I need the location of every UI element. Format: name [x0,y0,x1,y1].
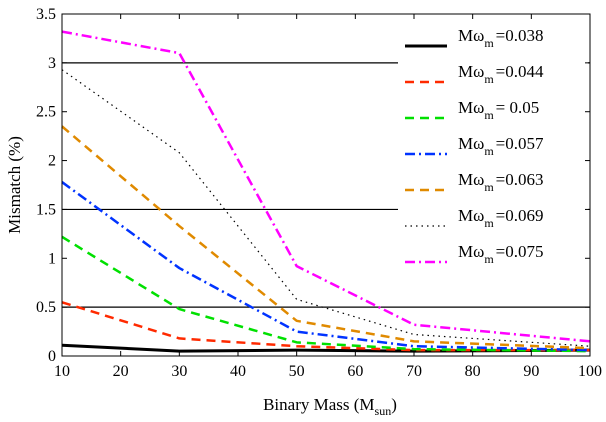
x-tick-label: 30 [171,363,187,380]
legend-label: Mωm =0.038 [458,26,544,50]
legend: Mωm =0.038 Mωm =0.044 Mωm = 0.05 Mωm =0.057 Mωm =… [398,16,588,272]
series-line [61,181,591,352]
series-layer [61,30,591,353]
y-tick-label: 1.5 [36,201,56,218]
legend-label: Mωm =0.063 [458,170,544,194]
y-tick-label: 3 [48,55,56,72]
legend-background [398,16,588,272]
y-tick-label: 2.5 [36,104,56,121]
x-tick-label: 90 [523,363,539,380]
y-tick-label: 1 [48,250,56,267]
x-axis: 10 20 30 40 50 60 70 80 90 100 [54,14,602,380]
plot-frame [61,13,591,357]
series-line [61,125,591,350]
y-tick-label: 0.5 [36,299,56,316]
legend-label: Mωm = 0.05 [458,98,539,122]
x-tick-label: 20 [113,363,129,380]
y-axis: 0 0.5 1 1.5 2 2.5 3 3.5 [36,6,590,365]
x-tick-label: 100 [578,363,602,380]
x-tick-label: 40 [230,363,246,380]
legend-label: Mωm =0.075 [458,242,544,266]
x-axis-title-close: ) [391,395,397,414]
x-axis-title: Binary Mass (Msun) [263,395,397,418]
series-line [61,235,591,353]
y-tick-label: 3.5 [36,6,56,23]
y-axis-title: Mismatch (%) [5,136,24,234]
x-tick-label: 50 [289,363,305,380]
legend-label: Mωm =0.057 [458,134,544,158]
y-tick-label: 2 [48,153,56,170]
legend-label: Mωm =0.069 [458,206,544,230]
series-line [61,69,591,347]
series-line [61,30,591,343]
x-tick-label: 60 [347,363,363,380]
x-tick-label: 70 [406,363,422,380]
series-line [61,301,590,352]
x-tick-label: 80 [465,363,481,380]
x-axis-title-subscript: sun [375,404,392,418]
x-tick-label: 10 [54,363,70,380]
x-axis-title-main: Binary Mass (M [263,395,374,414]
y-tick-label: 0 [48,348,56,365]
legend-label: Mωm =0.044 [458,62,544,86]
